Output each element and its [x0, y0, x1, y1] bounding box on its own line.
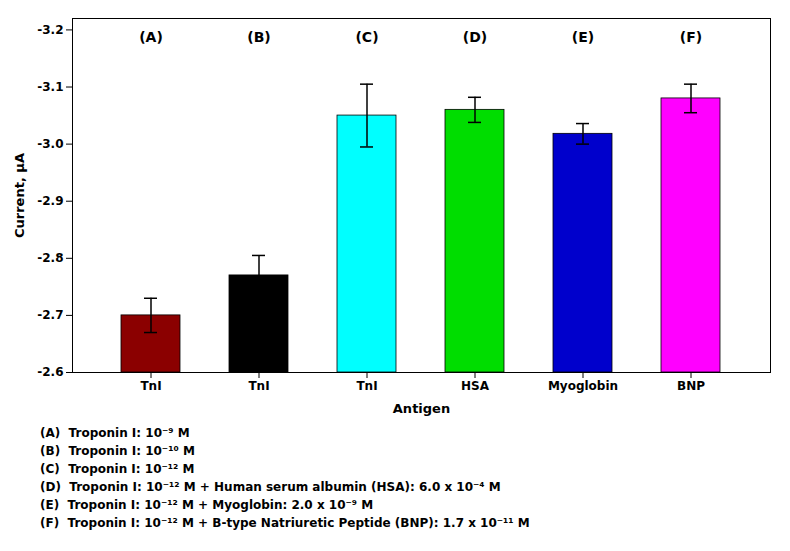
svg-text:-2.9: -2.9 [37, 194, 63, 208]
svg-text:-2.8: -2.8 [37, 251, 63, 265]
svg-text:-2.6: -2.6 [37, 365, 63, 379]
svg-text:(B): (B) [247, 29, 270, 45]
html-text:(E) Troponin I: 10⁻¹² M + Myog: (E) Troponin I: 10⁻¹² M + Myoglobin: 2.0… [40, 498, 374, 512]
svg-text:BNP: BNP [677, 379, 705, 393]
html-text:(C) Troponin I: 10⁻¹² M: (C) Troponin I: 10⁻¹² M [40, 462, 195, 476]
svg-text:-3.2: -3.2 [37, 23, 63, 37]
html-text:(D) Troponin I: 10⁻¹² M + Huma: (D) Troponin I: 10⁻¹² M + Human serum al… [40, 480, 501, 494]
svg-text:-3.1: -3.1 [37, 80, 63, 94]
svg-text:Antigen: Antigen [393, 401, 450, 416]
svg-text:(A): (A) [139, 29, 163, 45]
svg-text:TnI: TnI [356, 379, 377, 393]
svg-text:-3.0: -3.0 [37, 137, 63, 151]
svg-text:(C): (C) [355, 29, 378, 45]
svg-text:-2.7: -2.7 [37, 308, 63, 322]
svg-text:TnI: TnI [248, 379, 269, 393]
svg-text:TnI: TnI [140, 379, 161, 393]
svg-text:Current, µA: Current, µA [12, 153, 27, 238]
html-text:(A) Troponin I: 10⁻⁹ M: (A) Troponin I: 10⁻⁹ M [40, 426, 190, 440]
html-text:(F) Troponin I: 10⁻¹² M + B-ty: (F) Troponin I: 10⁻¹² M + B-type Natriur… [40, 516, 530, 530]
svg-text:(F): (F) [680, 29, 702, 45]
html-text:(B) Troponin I: 10⁻¹⁰ M: (B) Troponin I: 10⁻¹⁰ M [40, 444, 195, 458]
svg-text:(E): (E) [572, 29, 594, 45]
svg-text:HSA: HSA [461, 379, 490, 393]
svg-text:(D): (D) [463, 29, 487, 45]
svg-text:Myoglobin: Myoglobin [548, 379, 618, 393]
